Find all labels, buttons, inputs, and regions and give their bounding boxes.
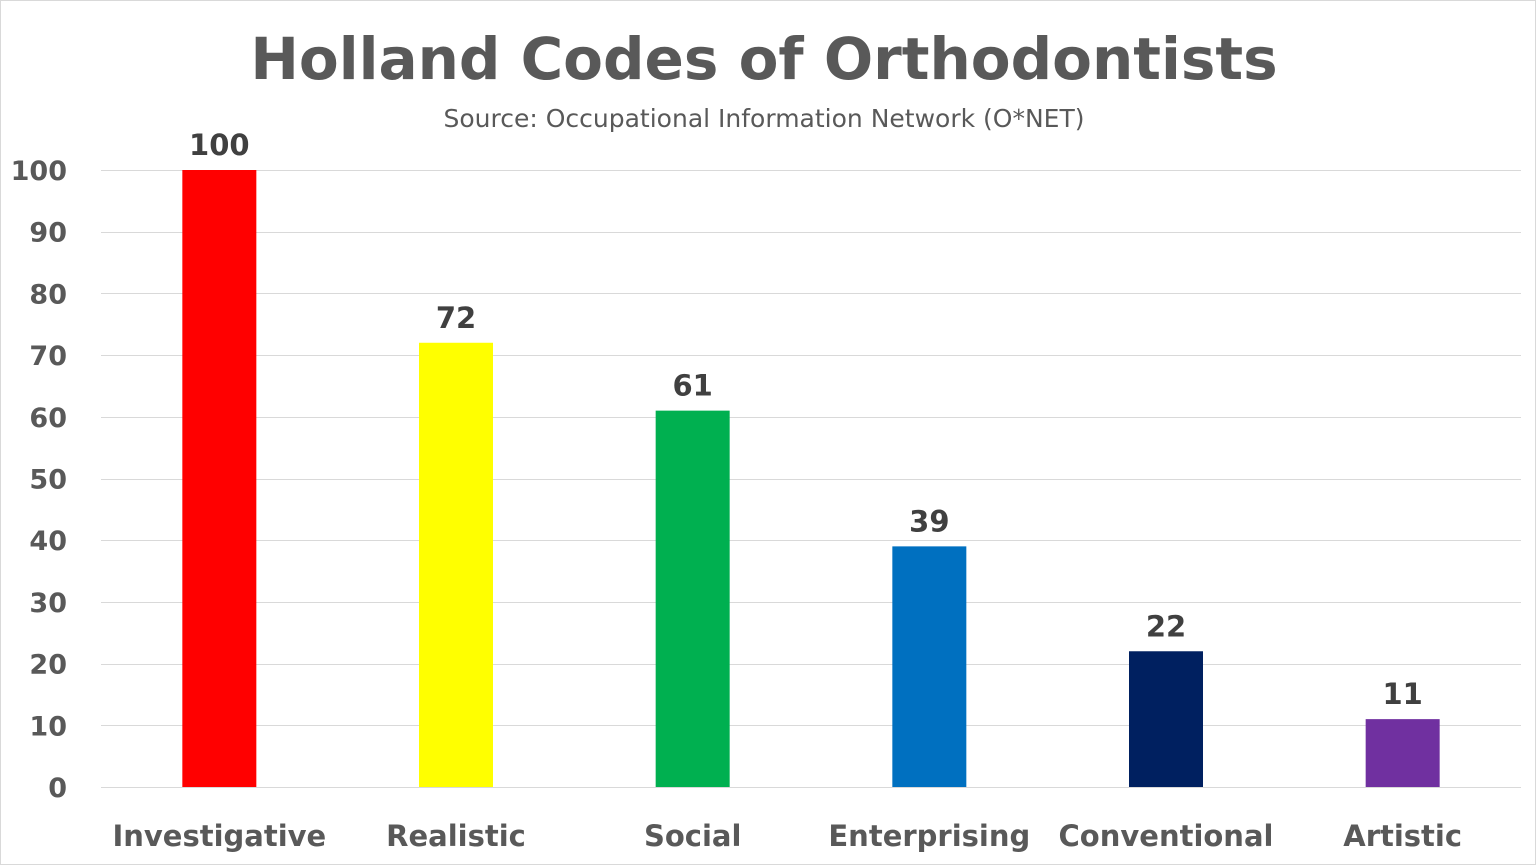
bars (182, 170, 1440, 787)
data-label: 61 (672, 369, 712, 403)
bar-social (655, 410, 730, 787)
data-labels: 100 72 61 39 22 11 (189, 128, 1423, 711)
y-tick-label: 70 (29, 341, 67, 372)
y-axis-ticks: 0 10 20 30 40 50 60 70 80 90 100 (11, 156, 67, 804)
x-tick-label: Realistic (386, 819, 526, 853)
data-label: 11 (1382, 677, 1422, 711)
y-tick-label: 80 (29, 279, 67, 310)
y-tick-label: 0 (48, 773, 67, 804)
gridlines (101, 170, 1521, 788)
bar-realistic (419, 342, 493, 787)
bar-enterprising (892, 546, 967, 787)
data-label: 72 (436, 301, 476, 335)
chart-subtitle: Source: Occupational Information Network… (444, 104, 1085, 133)
y-tick-label: 100 (11, 156, 67, 187)
data-label: 100 (189, 128, 250, 162)
chart-title: Holland Codes of Orthodontists (250, 25, 1277, 93)
y-tick-label: 50 (29, 465, 67, 496)
y-tick-label: 10 (29, 711, 67, 742)
bar-investigative (182, 170, 257, 787)
x-tick-label: Investigative (112, 819, 326, 853)
x-tick-label: Conventional (1059, 819, 1274, 853)
data-label: 22 (1146, 609, 1186, 643)
data-label: 39 (909, 504, 949, 538)
y-tick-label: 60 (29, 403, 67, 434)
y-tick-label: 20 (29, 650, 67, 681)
x-tick-label: Social (644, 819, 741, 853)
y-tick-label: 40 (29, 526, 67, 557)
bar-conventional (1129, 651, 1203, 787)
y-tick-label: 90 (29, 218, 67, 249)
x-tick-label: Enterprising (828, 819, 1030, 853)
y-tick-label: 30 (29, 588, 67, 619)
x-tick-label: Artistic (1343, 819, 1462, 853)
bar-artistic (1365, 719, 1440, 787)
x-axis-ticks: Investigative Realistic Social Enterprising… (112, 819, 1462, 853)
